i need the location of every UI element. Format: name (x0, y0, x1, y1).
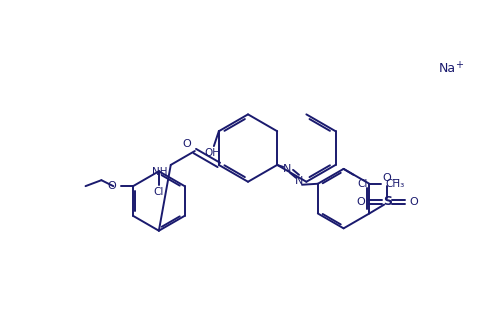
Text: +: + (455, 60, 463, 70)
Text: N: N (295, 176, 303, 186)
Text: O: O (383, 173, 391, 183)
Text: Cl: Cl (358, 179, 368, 189)
Text: Na: Na (438, 62, 456, 75)
Text: S: S (382, 195, 392, 208)
Text: O: O (182, 139, 191, 149)
Text: OH: OH (204, 148, 220, 158)
Text: CH₃: CH₃ (385, 179, 404, 189)
Text: O: O (357, 197, 366, 207)
Text: NH: NH (152, 167, 168, 177)
Text: O: O (409, 197, 418, 207)
Text: Cl: Cl (154, 187, 164, 197)
Text: N: N (283, 164, 291, 174)
Text: −: − (392, 175, 400, 185)
Text: O: O (108, 181, 116, 191)
